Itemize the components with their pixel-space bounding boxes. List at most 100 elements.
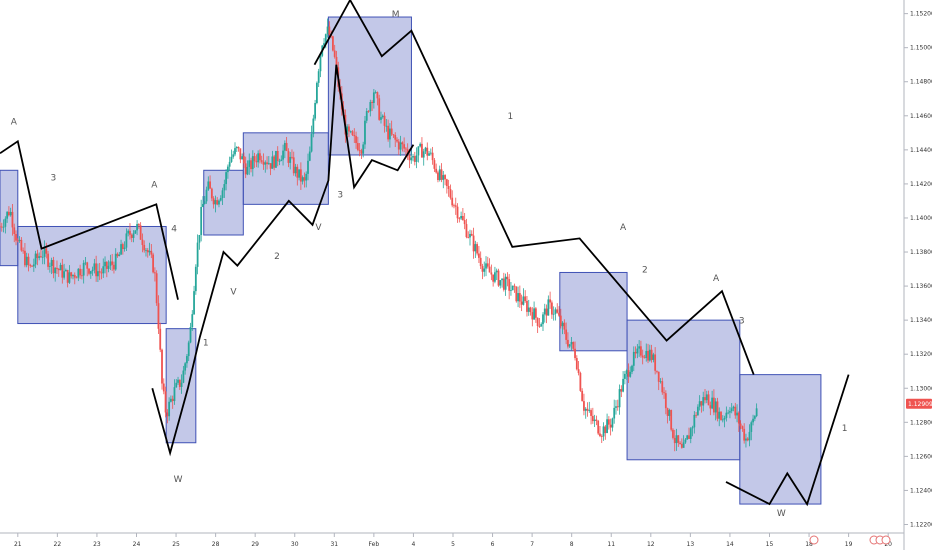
candle-body: [565, 329, 568, 340]
candle-body: [9, 211, 12, 216]
candle-body: [234, 148, 236, 155]
candle-body: [152, 254, 155, 273]
candle-body: [362, 144, 365, 154]
wave-line[interactable]: [313, 0, 755, 375]
candle-body: [636, 348, 639, 354]
candle-body: [506, 276, 509, 280]
candle-body: [417, 146, 420, 156]
y-tick-label: 1.12600: [910, 453, 932, 460]
wave-labels: A 3 A 4 W 1 V 2 V 3 M 1 A 2 A 3 W 1: [11, 10, 848, 519]
candle-body: [353, 135, 356, 137]
candle-body: [296, 166, 299, 178]
candle-body: [72, 274, 74, 277]
candle-body: [476, 244, 479, 254]
candle-body: [397, 141, 400, 150]
candle-body: [285, 142, 288, 151]
x-tick-label: 6: [491, 541, 495, 548]
candle-body: [495, 270, 498, 273]
wave-label: 2: [642, 265, 648, 275]
x-tick-label: 21: [14, 541, 22, 548]
candle-body: [95, 263, 98, 277]
candle-body: [705, 394, 708, 401]
candle-body: [673, 437, 676, 444]
range-box[interactable]: [327, 16, 412, 156]
candle-body: [200, 206, 203, 235]
candle-body: [159, 328, 162, 350]
candle-body: [438, 169, 441, 180]
candle-body: [645, 350, 648, 358]
candle-body: [424, 147, 427, 152]
range-box[interactable]: [559, 271, 628, 352]
candle-body: [355, 136, 357, 144]
candle-body: [262, 161, 265, 165]
candle-body: [666, 408, 669, 416]
candle-body: [558, 312, 560, 316]
candle-body: [216, 200, 219, 205]
x-tick-label: 23: [93, 541, 101, 548]
flag-icon[interactable]: [881, 535, 891, 545]
candle-body: [390, 128, 393, 135]
candle-body: [421, 143, 423, 158]
chart-flag-icons[interactable]: [809, 535, 891, 545]
candle-body: [203, 201, 206, 204]
candle-body: [725, 412, 728, 418]
candle-body: [567, 339, 569, 347]
wave-label: 3: [739, 317, 745, 327]
candle-body: [299, 169, 302, 182]
candle-body: [129, 230, 131, 235]
candle-body: [675, 435, 678, 444]
candle-body: [198, 234, 201, 243]
y-axis[interactable]: 1.15200 1.15000 1.14800 1.14600 1.14400 1.142…: [904, 11, 932, 529]
candle-body: [371, 102, 373, 103]
candle-body: [680, 444, 683, 448]
candle-body: [113, 264, 115, 270]
x-tick-label: 12: [647, 541, 655, 548]
flag-icon[interactable]: [809, 535, 819, 545]
candle-body: [581, 390, 584, 402]
candle-body: [219, 198, 222, 201]
candle-body: [267, 163, 270, 165]
candle-body: [702, 397, 705, 406]
candle-body: [385, 125, 388, 127]
candle-body: [552, 313, 555, 315]
candle-body: [542, 314, 544, 325]
candle-body: [20, 239, 23, 251]
candle-body: [137, 224, 140, 226]
candle-body: [150, 250, 153, 255]
candlesticks: [0, 18, 758, 452]
candle-body: [80, 275, 83, 277]
candle-body: [704, 397, 706, 401]
candle-body: [364, 120, 366, 145]
candle-body: [136, 224, 138, 231]
candle-body: [193, 291, 195, 315]
candle-body: [97, 271, 99, 277]
candle-body: [554, 309, 557, 314]
candle-body: [485, 263, 487, 269]
x-axis[interactable]: 21 22 23 24 25 28 29 30 31 Feb 4 5 6 7 8 11 12 13 14 15 18 19…: [14, 533, 892, 548]
candle-body: [66, 269, 69, 283]
candle-body: [68, 272, 71, 283]
range-box[interactable]: [739, 374, 822, 505]
wave-line[interactable]: [725, 374, 850, 507]
candle-body: [410, 157, 413, 161]
candle-body: [107, 265, 110, 269]
range-box[interactable]: [17, 225, 167, 325]
range-box[interactable]: [0, 169, 19, 267]
candle-body: [533, 308, 535, 320]
candle-body: [460, 216, 462, 219]
candle-body: [543, 308, 546, 315]
candle-body: [221, 190, 224, 199]
candle-body: [374, 92, 377, 93]
candle-body: [11, 211, 14, 228]
candle-body: [310, 134, 313, 152]
wave-line[interactable]: [0, 139, 179, 300]
candle-body: [64, 269, 67, 272]
candle-body: [134, 230, 137, 234]
candle-body: [146, 249, 149, 253]
candle-body: [332, 36, 334, 51]
candle-body: [132, 233, 135, 238]
candle-body: [226, 166, 229, 173]
candle-body: [561, 322, 564, 327]
wave-line[interactable]: [151, 64, 415, 457]
